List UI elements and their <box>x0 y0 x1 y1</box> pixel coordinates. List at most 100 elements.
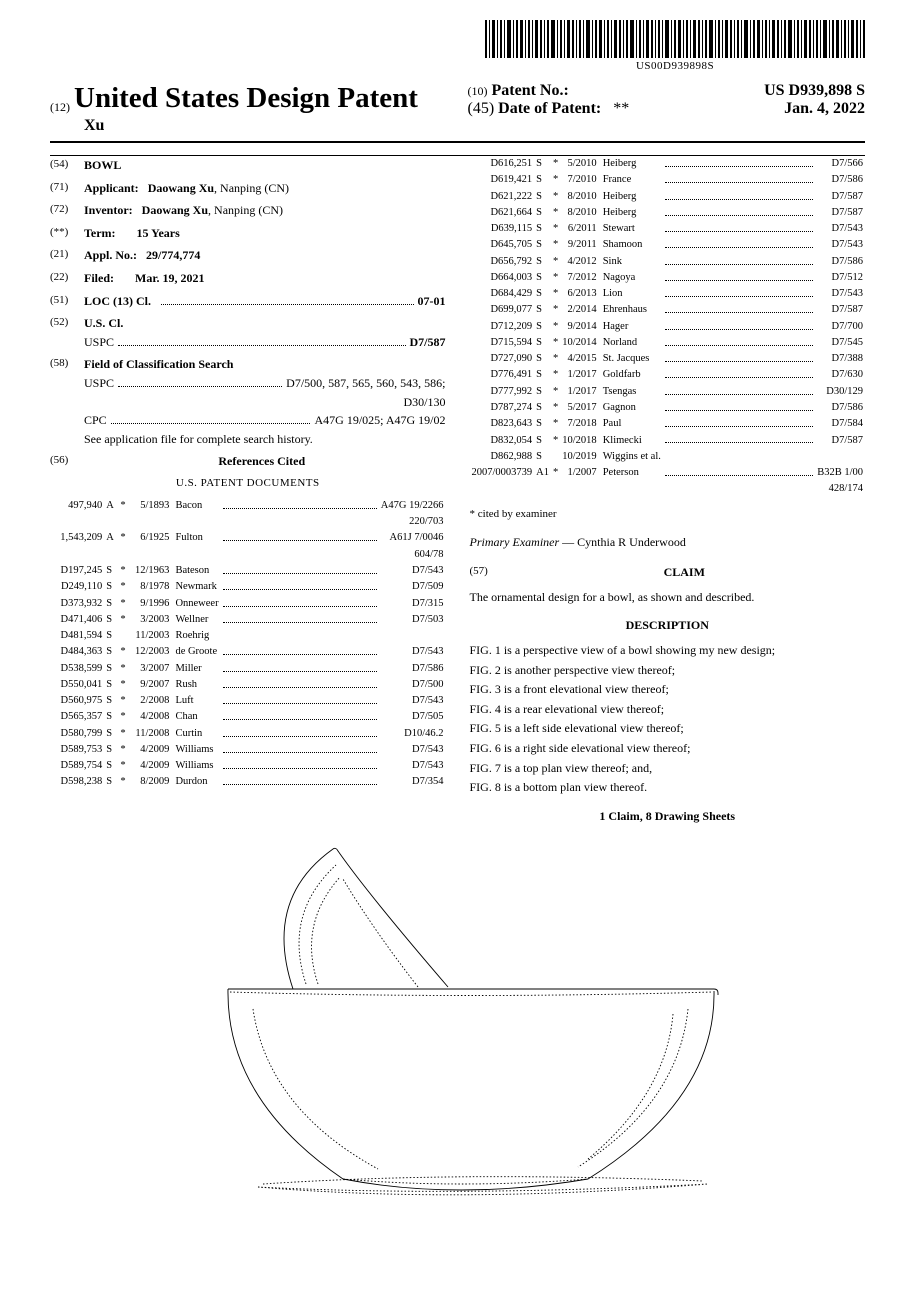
body-columns: (54) BOWL (71) Applicant: Daowang Xu, Na… <box>50 156 865 825</box>
dot-leader <box>161 296 414 304</box>
refs-num: (56) <box>50 452 84 471</box>
barcode: US00D939898S <box>485 20 865 72</box>
applicant-num: (71) <box>50 179 84 198</box>
inventor-name: Daowang Xu <box>142 203 208 217</box>
uspc-label: USPC <box>84 333 114 352</box>
patent-no-row: (10) Patent No.: US D939,898 S <box>468 82 866 100</box>
ref-row: D727,090S*4/2015St. JacquesD7/388 <box>470 351 866 367</box>
header-left: (12) United States Design Patent Xu <box>50 82 448 135</box>
ref-row: 497,940A*5/1893BaconA47G 19/2266 <box>50 498 446 514</box>
fcs-uspc: D7/500, 587, 565, 560, 543, 586; <box>286 374 445 393</box>
ref-row-sub: 428/174 <box>470 481 866 497</box>
right-column: D616,251S*5/2010HeibergD7/566D619,421S*7… <box>470 156 866 825</box>
left-column: (54) BOWL (71) Applicant: Daowang Xu, Na… <box>50 156 446 825</box>
ref-row: D715,594S*10/2014NorlandD7/545 <box>470 335 866 351</box>
ref-row: D560,975S*2/2008LuftD7/543 <box>50 693 446 709</box>
ref-row: D684,429S*6/2013LionD7/543 <box>470 286 866 302</box>
refs-label: References Cited <box>218 454 305 468</box>
barcode-block: US00D939898S <box>50 20 865 74</box>
cited-note: * cited by examiner <box>470 506 866 523</box>
patent-no-label: Patent No.: <box>492 82 569 99</box>
fig-description: FIG. 4 is a rear elevational view thereo… <box>470 700 866 719</box>
filed-row: (22) Filed: Mar. 19, 2021 <box>50 269 446 288</box>
date-num: (45) <box>468 100 495 117</box>
ref-row: D832,054S*10/2018KlimeckiD7/587 <box>470 433 866 449</box>
inventor-row: (72) Inventor: Daowang Xu, Nanping (CN) <box>50 201 446 220</box>
ref-row: D550,041S*9/2007RushD7/500 <box>50 677 446 693</box>
filed-value: Mar. 19, 2021 <box>135 271 205 285</box>
term-value: 15 Years <box>137 226 180 240</box>
term-num: (**) <box>50 224 84 243</box>
fcs-row: (58) Field of Classification Search USPC… <box>50 355 446 448</box>
appl-num: (21) <box>50 246 84 265</box>
inventor-label: Inventor: <box>84 203 133 217</box>
loc-label: LOC (13) Cl. <box>84 292 151 311</box>
claim-text: The ornamental design for a bowl, as sho… <box>470 588 866 607</box>
ref-row: D484,363S*12/2003de GrooteD7/543 <box>50 644 446 660</box>
applicant-loc: , Nanping (CN) <box>214 181 289 195</box>
ref-row: D589,753S*4/2009WilliamsD7/543 <box>50 742 446 758</box>
ref-row: D249,110S*8/1978NewmarkD7/509 <box>50 579 446 595</box>
uscl-label: U.S. Cl. <box>84 316 123 330</box>
ref-row: D481,594S11/2003Roehrig <box>50 628 446 644</box>
fcs-note: See application file for complete search… <box>84 430 446 449</box>
ref-row: D598,238S*8/2009DurdonD7/354 <box>50 774 446 790</box>
ref-row: D589,754S*4/2009WilliamsD7/543 <box>50 758 446 774</box>
ref-row: D823,643S*7/2018PaulD7/584 <box>470 416 866 432</box>
examiner-row: Primary Examiner — Cynthia R Underwood <box>470 533 866 552</box>
fcs-cpc: A47G 19/025; A47G 19/02 <box>314 411 445 430</box>
claim-num: (57) <box>470 563 504 582</box>
uscl-num: (52) <box>50 314 84 351</box>
claim-heading: CLAIM <box>664 565 705 579</box>
appl-label: Appl. No.: <box>84 248 137 262</box>
fig-description: FIG. 5 is a left side elevational view t… <box>470 719 866 738</box>
loc-row: (51) LOC (13) Cl. 07-01 <box>50 292 446 311</box>
ref-row: D699,077S*2/2014EhrenhausD7/587 <box>470 302 866 318</box>
ref-row: D619,421S*7/2010FranceD7/586 <box>470 172 866 188</box>
refs-subheading: U.S. PATENT DOCUMENTS <box>50 475 446 492</box>
fig-description: FIG. 8 is a bottom plan view thereof. <box>470 778 866 797</box>
applicant-name: Daowang Xu <box>148 181 214 195</box>
uspc-value: D7/587 <box>410 333 446 352</box>
ref-row: D471,406S*3/2003WellnerD7/503 <box>50 612 446 628</box>
claim-heading-row: (57) CLAIM <box>470 563 866 582</box>
refs-row: (56) References Cited <box>50 452 446 471</box>
ref-row: D538,599S*3/2007MillerD7/586 <box>50 661 446 677</box>
desc-heading: DESCRIPTION <box>470 616 866 635</box>
fig-description: FIG. 7 is a top plan view thereof; and, <box>470 759 866 778</box>
filed-label: Filed: <box>84 271 114 285</box>
ref-row: D776,491S*1/2017GoldfarbD7/630 <box>470 367 866 383</box>
fcs-num: (58) <box>50 355 84 448</box>
ref-row-sub: 220/703 <box>50 514 446 530</box>
title-num: (54) <box>50 156 84 175</box>
ref-row: D645,705S*9/2011ShamoonD7/543 <box>470 237 866 253</box>
ref-row: D197,245S*12/1963BatesonD7/543 <box>50 563 446 579</box>
uscl-row: (52) U.S. Cl. USPC D7/587 <box>50 314 446 351</box>
fcs-uspc-label: USPC <box>84 374 114 393</box>
ref-row: D565,357S*4/2008ChanD7/505 <box>50 709 446 725</box>
fcs-uspc2: D30/130 <box>84 393 446 412</box>
inventor-num: (72) <box>50 201 84 220</box>
figure-descriptions: FIG. 1 is a perspective view of a bowl s… <box>470 641 866 797</box>
ref-row: D616,251S*5/2010HeibergD7/566 <box>470 156 866 172</box>
date-label: Date of Patent: <box>498 100 601 117</box>
title-row: (54) BOWL <box>50 156 446 175</box>
dot-leader <box>111 416 311 424</box>
ref-row: 2007/0003739A1*1/2007PetersonB32B 1/00 <box>470 465 866 481</box>
dot-leader <box>118 379 282 387</box>
header-right: (10) Patent No.: US D939,898 S (45) Date… <box>448 82 866 118</box>
refs-table-right: D616,251S*5/2010HeibergD7/566D619,421S*7… <box>470 156 866 498</box>
inventor-loc: , Nanping (CN) <box>208 203 283 217</box>
header: (12) United States Design Patent Xu (10)… <box>50 82 865 143</box>
date-star: ** <box>613 100 629 117</box>
bowl-drawing-svg <box>118 839 798 1209</box>
fcs-label: Field of Classification Search <box>84 357 233 371</box>
ref-row: D777,992S*1/2017TsengasD30/129 <box>470 384 866 400</box>
patent-drawing <box>50 839 865 1214</box>
patent-page: US00D939898S (12) United States Design P… <box>0 0 915 1234</box>
ref-row: D656,792S*4/2012SinkD7/586 <box>470 254 866 270</box>
title: BOWL <box>84 158 121 172</box>
fig-description: FIG. 1 is a perspective view of a bowl s… <box>470 641 866 660</box>
term-label: Term: <box>84 226 116 240</box>
ref-row: D787,274S*5/2017GagnonD7/586 <box>470 400 866 416</box>
